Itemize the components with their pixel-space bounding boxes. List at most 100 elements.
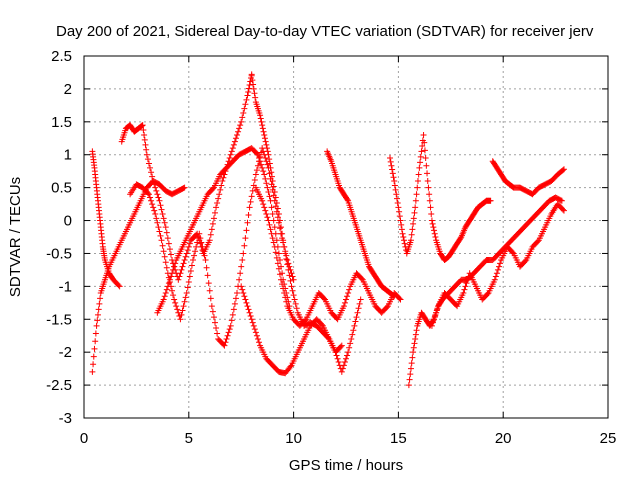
data-point — [397, 217, 404, 224]
data-point — [199, 243, 206, 250]
data-point — [198, 239, 205, 246]
data-point — [420, 131, 427, 138]
data-point — [263, 141, 270, 148]
data-point — [177, 316, 184, 323]
data-point — [318, 321, 325, 328]
data-point — [412, 197, 419, 204]
data-point — [202, 257, 209, 264]
data-point — [239, 114, 246, 121]
data-point — [149, 173, 156, 180]
data-point — [245, 88, 252, 95]
data-point — [180, 185, 187, 192]
data-point — [272, 230, 279, 237]
data-point — [243, 227, 250, 234]
data-point — [396, 295, 403, 302]
data-point — [250, 81, 257, 88]
data-point — [497, 260, 504, 267]
data-point — [407, 237, 414, 244]
data-point — [522, 258, 529, 265]
series-sat-track-3 — [118, 71, 255, 283]
data-point — [240, 250, 247, 257]
data-point — [269, 210, 276, 217]
data-point — [429, 220, 436, 227]
data-point — [334, 355, 341, 362]
x-tick-label: 5 — [185, 430, 193, 447]
data-point — [267, 175, 274, 182]
data-point — [400, 237, 407, 244]
data-point — [399, 230, 406, 237]
data-points — [89, 71, 567, 389]
data-point — [417, 159, 424, 166]
data-point — [210, 215, 217, 222]
data-point — [493, 270, 500, 277]
data-point — [215, 195, 222, 202]
data-point — [252, 171, 259, 178]
data-point — [141, 136, 148, 143]
data-point — [290, 276, 297, 283]
data-point — [230, 306, 237, 313]
series-sat-track-2 — [89, 148, 123, 290]
data-point — [178, 311, 185, 318]
data-point — [408, 360, 415, 367]
data-point — [428, 322, 435, 329]
data-point — [392, 186, 399, 193]
data-point — [358, 275, 365, 282]
data-point — [346, 286, 353, 293]
gridlines — [84, 56, 608, 418]
data-point — [221, 342, 228, 349]
data-point — [208, 226, 215, 233]
data-point — [236, 125, 243, 132]
data-point — [270, 192, 277, 199]
data-point — [418, 148, 425, 155]
data-point — [244, 92, 251, 99]
data-point — [250, 85, 257, 92]
data-point — [263, 158, 270, 165]
data-point — [424, 178, 431, 185]
data-point — [89, 368, 96, 375]
data-point — [181, 298, 188, 305]
data-point — [260, 201, 267, 208]
data-point — [262, 138, 269, 145]
data-point — [229, 145, 236, 152]
data-point — [264, 184, 271, 191]
data-point — [213, 204, 220, 211]
data-point — [150, 204, 157, 211]
data-point — [260, 168, 267, 175]
data-point — [425, 184, 432, 191]
data-point — [249, 77, 256, 84]
data-point — [509, 249, 516, 256]
data-point — [339, 365, 346, 372]
data-point — [248, 72, 255, 79]
data-point — [434, 306, 441, 313]
data-point — [414, 184, 421, 191]
data-point — [412, 336, 419, 343]
data-point — [302, 317, 309, 324]
data-point — [239, 286, 246, 293]
y-tick-label: -2 — [59, 344, 72, 361]
series-sat-track-13 — [154, 145, 293, 316]
data-point — [94, 311, 101, 318]
data-point — [394, 195, 401, 202]
data-point — [281, 243, 288, 250]
data-point — [152, 184, 159, 191]
data-point — [421, 139, 428, 146]
axis-ticks — [83, 55, 609, 419]
series-sat-track-7 — [238, 283, 345, 377]
data-point — [288, 270, 295, 277]
data-point — [252, 329, 259, 336]
data-point — [426, 191, 433, 198]
data-point — [232, 135, 239, 142]
data-point — [410, 344, 417, 351]
series-sat-track-12 — [428, 201, 567, 329]
data-point — [346, 344, 353, 351]
series-sat-track-9 — [387, 131, 494, 264]
data-point — [218, 182, 225, 189]
data-point — [248, 193, 255, 200]
data-point — [189, 257, 196, 264]
data-point — [424, 170, 431, 177]
data-point — [269, 235, 276, 242]
data-point — [153, 187, 160, 194]
data-point — [187, 268, 194, 275]
y-tick-label: -1 — [59, 278, 72, 295]
data-point — [188, 262, 195, 269]
